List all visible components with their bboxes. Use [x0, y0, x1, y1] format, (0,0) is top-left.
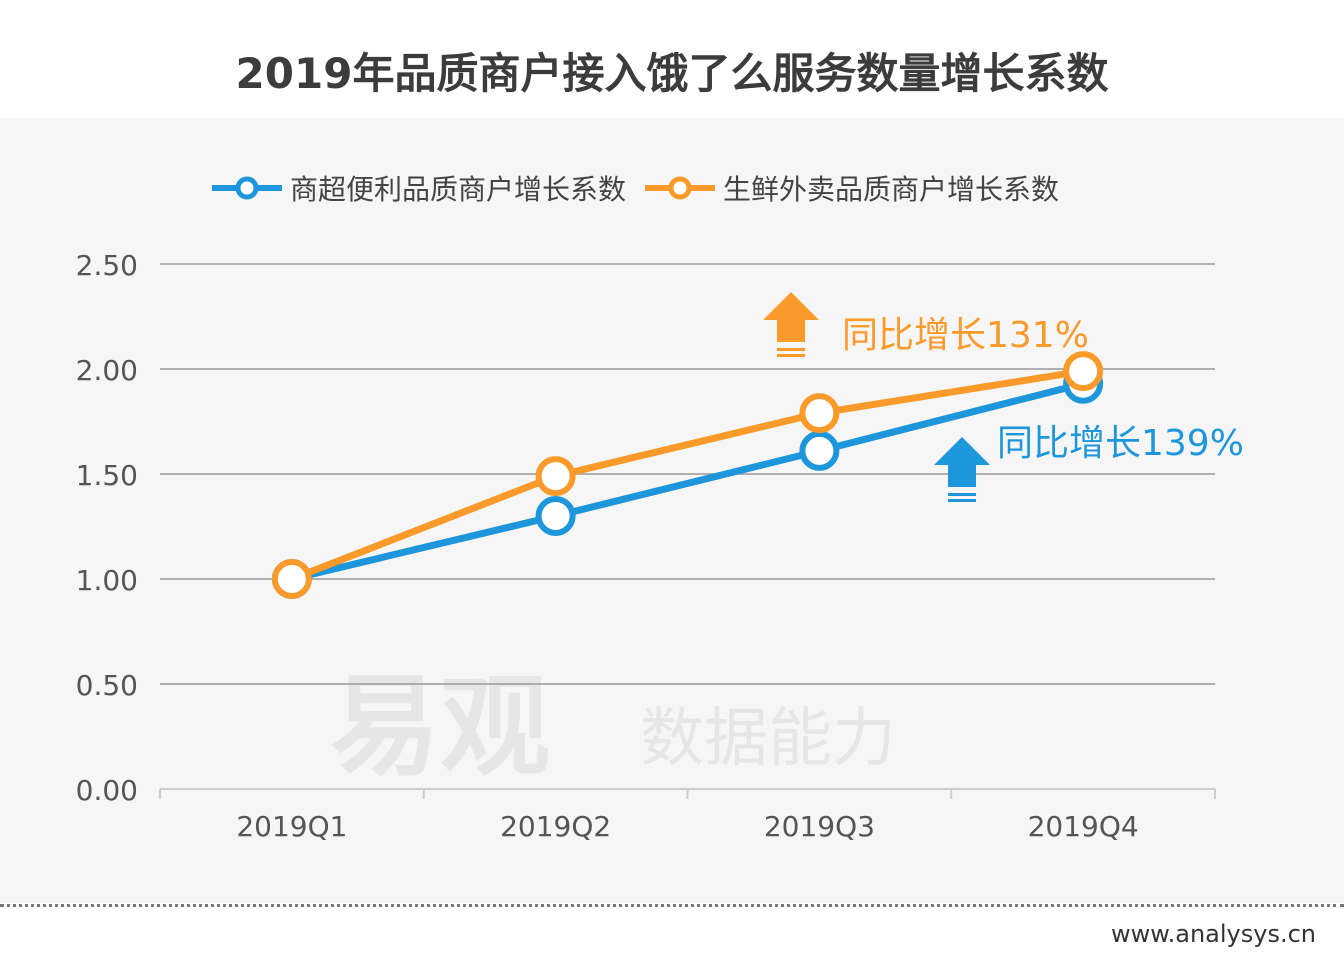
data-point	[535, 496, 576, 536]
arrow-stripe	[948, 499, 976, 502]
y-tick-label: 1.00	[76, 564, 138, 597]
y-tick-label: 2.50	[76, 249, 138, 282]
arrow-up-icon	[934, 437, 990, 502]
watermark-text-2: 数据能力	[640, 702, 896, 776]
arrow-stripe	[777, 354, 805, 357]
arrow-up-icon	[763, 292, 819, 357]
data-point	[799, 393, 840, 434]
annotation-label: 同比增长139%	[997, 423, 1244, 464]
legend-label: 生鲜外卖品质商户增长系数	[723, 173, 1059, 206]
data-point	[271, 559, 312, 599]
arrow-shape	[934, 437, 990, 487]
footer-url: www.analysys.cn	[1110, 920, 1316, 948]
footer-divider	[0, 904, 1344, 907]
x-tick-label: 2019Q1	[236, 810, 347, 843]
chart-panel	[0, 118, 1344, 903]
chart-title: 2019年品质商户接入饿了么服务数量增长系数	[235, 49, 1109, 98]
series-line	[290, 367, 1084, 583]
y-tick-label: 0.00	[76, 774, 138, 807]
x-tick-label: 2019Q4	[1028, 810, 1139, 843]
legend-label: 商超便利品质商户增长系数	[290, 173, 626, 206]
watermark-text-1: 易观	[330, 663, 550, 791]
series-line	[291, 380, 1084, 583]
y-tick-label: 0.50	[76, 669, 138, 702]
x-tick-label: 2019Q2	[500, 810, 611, 843]
y-tick-label: 2.00	[76, 354, 138, 387]
legend-marker	[235, 176, 259, 200]
arrow-stripe	[948, 493, 976, 496]
data-point	[535, 456, 576, 497]
legend-marker	[668, 176, 692, 200]
annotation-label: 同比增长131%	[842, 315, 1089, 356]
arrow-shape	[763, 292, 819, 342]
y-tick-label: 1.50	[76, 459, 138, 492]
arrow-stripe	[777, 348, 805, 351]
watermark: 易观 数据能力	[330, 663, 896, 791]
data-point	[799, 430, 840, 471]
x-tick-label: 2019Q3	[764, 810, 875, 843]
data-point	[1063, 351, 1104, 392]
